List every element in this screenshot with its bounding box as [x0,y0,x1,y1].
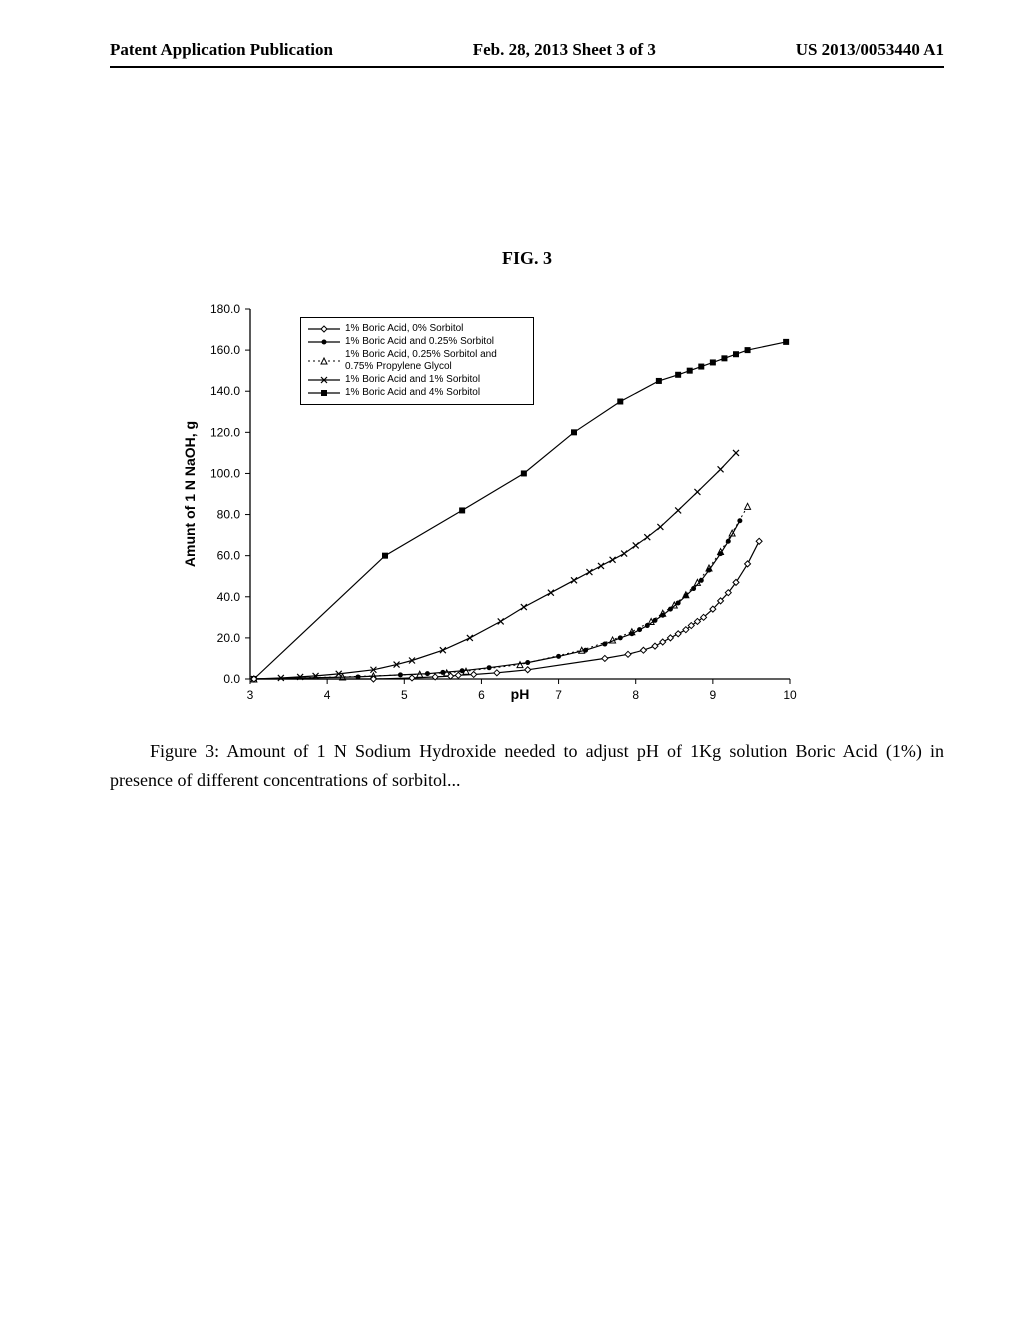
legend-item: 1% Boric Acid, 0% Sorbitol [307,323,527,335]
svg-text:100.0: 100.0 [210,466,240,480]
legend-swatch-icon [307,374,341,386]
svg-text:7: 7 [555,688,562,702]
figure-label: FIG. 3 [110,248,944,269]
svg-text:pH: pH [511,686,530,702]
header-center: Feb. 28, 2013 Sheet 3 of 3 [473,40,656,60]
legend-label: 1% Boric Acid and 1% Sorbitol [345,374,480,386]
legend-swatch-icon [307,323,341,335]
legend-swatch-icon [307,355,341,367]
svg-text:180.0: 180.0 [210,302,240,316]
legend-item: 1% Boric Acid and 0.25% Sorbitol [307,336,527,348]
svg-text:160.0: 160.0 [210,343,240,357]
legend-label: 1% Boric Acid and 4% Sorbitol [345,387,480,399]
svg-text:8: 8 [632,688,639,702]
page-header: Patent Application Publication Feb. 28, … [110,40,944,66]
svg-text:6: 6 [478,688,485,702]
svg-text:9: 9 [710,688,717,702]
svg-text:40.0: 40.0 [217,590,241,604]
header-rule [110,66,944,68]
legend-label: 1% Boric Acid and 0.25% Sorbitol [345,336,494,348]
svg-text:20.0: 20.0 [217,631,241,645]
legend-swatch-icon [307,387,341,399]
legend-swatch-icon [307,336,341,348]
svg-text:140.0: 140.0 [210,384,240,398]
svg-text:3: 3 [247,688,254,702]
figure-caption: Figure 3: Amount of 1 N Sodium Hydroxide… [110,737,944,795]
svg-text:0.0: 0.0 [223,672,240,686]
page-container: Patent Application Publication Feb. 28, … [0,0,1024,1320]
chart-legend: 1% Boric Acid, 0% Sorbitol1% Boric Acid … [300,317,534,405]
legend-item: 1% Boric Acid and 1% Sorbitol [307,374,527,386]
legend-item: 1% Boric Acid, 0.25% Sorbitol and 0.75% … [307,349,527,373]
svg-text:5: 5 [401,688,408,702]
header-left: Patent Application Publication [110,40,333,60]
legend-label: 1% Boric Acid, 0.25% Sorbitol and 0.75% … [345,349,497,373]
svg-text:60.0: 60.0 [217,549,241,563]
legend-item: 1% Boric Acid and 4% Sorbitol [307,387,527,399]
svg-text:80.0: 80.0 [217,508,241,522]
svg-text:Amunt of 1 N NaOH, g: Amunt of 1 N NaOH, g [182,421,198,567]
legend-label: 1% Boric Acid, 0% Sorbitol [345,323,463,335]
svg-text:10: 10 [783,688,797,702]
header-right: US 2013/0053440 A1 [796,40,944,60]
chart-container: 0.0 20.0 40.0 60.0 80.0 100.0 120.0 140.0 160.0 1… [170,299,810,719]
svg-text:120.0: 120.0 [210,425,240,439]
svg-text:4: 4 [324,688,331,702]
